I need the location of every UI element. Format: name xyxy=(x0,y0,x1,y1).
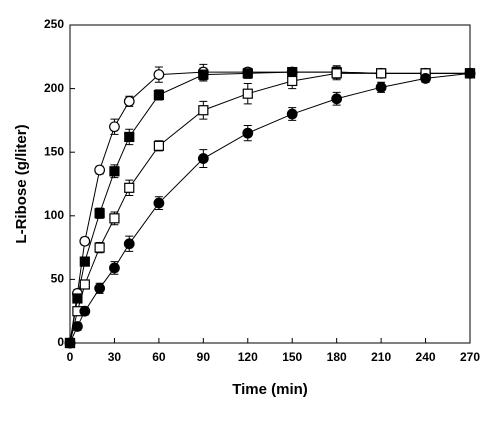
marker xyxy=(109,262,120,274)
marker xyxy=(64,337,76,349)
y-tick-label: 150 xyxy=(44,144,64,158)
marker xyxy=(79,235,91,247)
marker xyxy=(109,121,120,133)
x-tick-label: 60 xyxy=(152,350,166,364)
x-tick-label: 120 xyxy=(238,350,258,364)
marker xyxy=(109,213,120,224)
marker xyxy=(109,166,120,177)
x-tick-label: 90 xyxy=(197,350,211,364)
marker xyxy=(242,68,253,79)
marker xyxy=(198,105,209,116)
x-axis-label: Time (min) xyxy=(232,381,308,398)
marker xyxy=(94,242,105,253)
x-tick-label: 180 xyxy=(327,350,347,364)
marker xyxy=(124,131,135,143)
x-tick-label: 30 xyxy=(108,350,122,364)
marker xyxy=(376,68,387,79)
marker xyxy=(94,282,106,294)
marker xyxy=(79,305,91,317)
series-line xyxy=(69,72,471,344)
y-tick-label: 100 xyxy=(44,208,64,222)
series-line xyxy=(69,71,470,344)
marker xyxy=(287,75,298,87)
marker xyxy=(153,197,165,209)
x-tick-label: 150 xyxy=(282,350,302,364)
marker xyxy=(331,68,342,79)
x-tick-label: 270 xyxy=(460,350,480,364)
marker xyxy=(464,67,476,79)
marker xyxy=(79,256,90,267)
marker xyxy=(197,153,209,164)
x-tick-label: 210 xyxy=(371,350,391,364)
marker xyxy=(198,69,209,80)
marker xyxy=(72,321,83,332)
y-tick-label: 50 xyxy=(51,272,65,286)
marker xyxy=(124,182,135,193)
marker xyxy=(153,89,164,101)
marker xyxy=(123,238,135,250)
plot-frame xyxy=(69,24,471,344)
marker xyxy=(123,95,135,107)
marker xyxy=(331,93,343,105)
marker xyxy=(420,73,431,84)
marker xyxy=(375,81,387,93)
x-tick-label: 0 xyxy=(67,350,74,364)
y-tick-label: 250 xyxy=(44,17,64,31)
y-tick-label: 200 xyxy=(44,81,64,95)
y-axis-label: L-Ribose (g/liter) xyxy=(13,124,30,243)
y-tick-label: 0 xyxy=(57,335,64,349)
marker xyxy=(94,208,105,219)
marker xyxy=(79,279,90,290)
marker xyxy=(72,293,83,304)
x-tick-label: 240 xyxy=(416,350,436,364)
marker xyxy=(287,66,298,78)
marker xyxy=(242,88,253,99)
marker xyxy=(153,140,164,151)
series-line xyxy=(69,71,470,344)
marker xyxy=(153,69,165,81)
marker xyxy=(242,127,254,139)
marker xyxy=(94,164,106,176)
marker xyxy=(286,108,298,120)
series-line xyxy=(69,72,470,344)
